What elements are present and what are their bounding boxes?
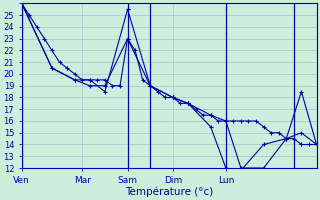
X-axis label: Température (°c): Température (°c) [125, 186, 213, 197]
